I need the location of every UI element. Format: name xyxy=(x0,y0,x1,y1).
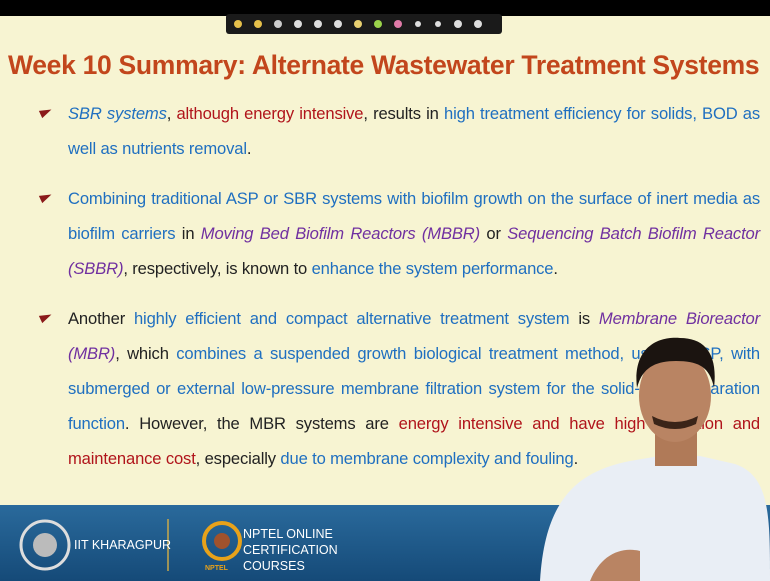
slide: Week 10 Summary: Alternate Wastewater Tr… xyxy=(0,16,770,581)
iit-logo-core xyxy=(33,533,57,557)
bullet-text-segment: , xyxy=(167,104,177,123)
bullet-text-segment: . However, the MBR systems are xyxy=(125,414,399,433)
bullet-marker xyxy=(39,311,53,323)
bullet-text-segment: in xyxy=(175,224,200,243)
tool-icon[interactable] xyxy=(435,21,441,27)
bullet-list: SBR systems, although energy intensive, … xyxy=(40,96,760,491)
bullet-text-segment: is xyxy=(569,309,598,328)
tool-icon[interactable] xyxy=(234,20,242,28)
tool-icon[interactable] xyxy=(274,20,282,28)
bullet-text-segment: . xyxy=(553,259,557,278)
bullet-text-segment: , respectively, is known to xyxy=(123,259,311,278)
bullet-text-segment: although energy intensive xyxy=(176,104,363,123)
bullet-text-segment: highly efficient and compact alternative… xyxy=(134,309,569,328)
bullet-marker xyxy=(39,106,53,118)
screenshot: Week 10 Summary: Alternate Wastewater Tr… xyxy=(0,0,770,581)
tool-icon[interactable] xyxy=(294,20,302,28)
bullet-text-segment: or xyxy=(480,224,507,243)
tool-icon[interactable] xyxy=(474,20,482,28)
institute-name: IIT KHARAGPUR xyxy=(74,538,171,552)
tool-icon[interactable] xyxy=(334,20,342,28)
annotation-toolbar xyxy=(226,14,502,34)
tool-icon[interactable] xyxy=(254,20,262,28)
tool-icon[interactable] xyxy=(454,20,462,28)
bullet: SBR systems, although energy intensive, … xyxy=(40,96,760,166)
tool-icon[interactable] xyxy=(394,20,402,28)
tool-icon[interactable] xyxy=(415,21,421,27)
tool-icon[interactable] xyxy=(374,20,382,28)
bullet-text-segment: . xyxy=(574,449,578,468)
nptel-logo-text: NPTEL xyxy=(205,565,228,572)
nptel-logo-core xyxy=(214,533,230,549)
nptel-name: NPTEL ONLINE CERTIFICATION COURSES xyxy=(243,526,393,574)
bullet-marker xyxy=(39,191,53,203)
bullet-text-segment: due to membrane complexity and fouling xyxy=(280,449,573,468)
slide-title: Week 10 Summary: Alternate Wastewater Tr… xyxy=(8,50,759,81)
bullet: Another highly efficient and compact alt… xyxy=(40,301,760,476)
bullet-text-segment: , which xyxy=(115,344,176,363)
bullet: Combining traditional ASP or SBR systems… xyxy=(40,181,760,286)
bullet-text-segment: . xyxy=(247,139,251,158)
tool-icon[interactable] xyxy=(314,20,322,28)
footer-band: IIT KHARAGPUR NPTEL ONLINE CERTIFICATION… xyxy=(0,505,770,581)
tool-icon[interactable] xyxy=(354,20,362,28)
bullet-text-segment: , results in xyxy=(363,104,444,123)
bullet-text-segment: SBR systems xyxy=(68,104,167,123)
bullet-text-segment: Another xyxy=(68,309,134,328)
bullet-text-segment: Moving Bed Biofilm Reactors (MBBR) xyxy=(201,224,480,243)
bullet-text-segment: enhance the system performance xyxy=(312,259,554,278)
bullet-text-segment: , especially xyxy=(196,449,281,468)
